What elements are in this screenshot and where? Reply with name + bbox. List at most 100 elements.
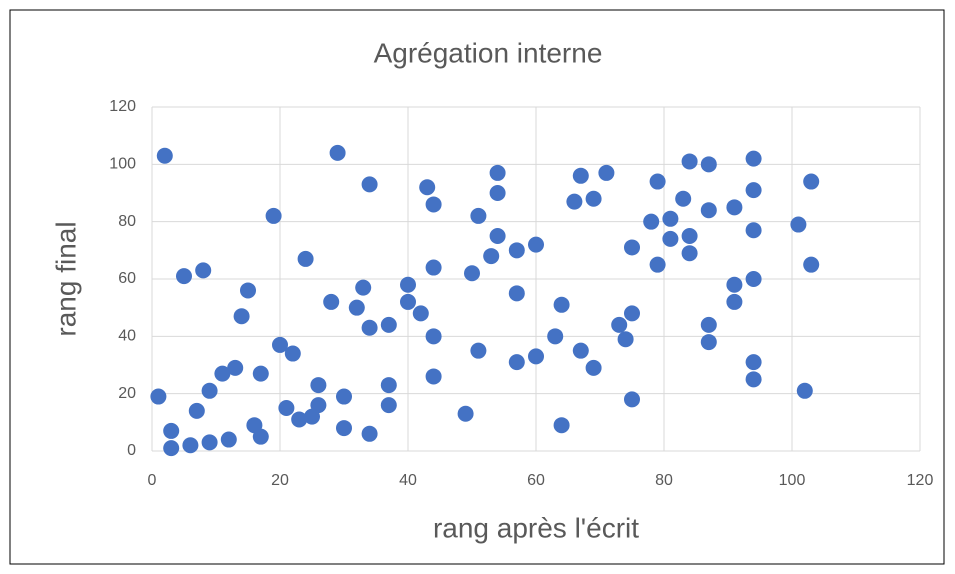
y-tick-label: 20	[118, 385, 136, 402]
point	[240, 282, 256, 299]
point	[611, 316, 628, 333]
point	[662, 230, 679, 247]
point	[572, 342, 589, 359]
point	[163, 440, 180, 457]
point	[803, 256, 820, 273]
point	[649, 256, 666, 273]
point	[745, 182, 762, 199]
point	[201, 434, 218, 451]
point	[726, 199, 743, 216]
point	[380, 316, 397, 333]
point	[419, 179, 436, 196]
point	[297, 250, 314, 267]
point	[227, 359, 244, 376]
point	[585, 190, 602, 207]
point	[323, 293, 340, 310]
point	[400, 293, 416, 310]
x-axis-label: rang après l'écrit	[433, 512, 639, 543]
point	[380, 397, 397, 414]
chart-border	[9, 9, 945, 565]
point	[726, 276, 743, 293]
x-tick-label: 80	[655, 472, 673, 489]
x-tick-label: 0	[148, 472, 157, 489]
point	[649, 173, 666, 190]
y-tick-label: 80	[118, 213, 136, 230]
point	[265, 207, 282, 224]
point	[355, 279, 372, 296]
point	[412, 305, 429, 322]
point	[284, 345, 301, 362]
point	[585, 359, 602, 376]
point	[252, 365, 269, 382]
point	[201, 382, 218, 399]
point	[425, 328, 442, 345]
point	[700, 202, 717, 219]
x-tick-label: 120	[907, 472, 934, 489]
point	[745, 222, 762, 239]
point	[700, 334, 717, 351]
point	[163, 422, 180, 439]
point	[624, 305, 640, 322]
y-tick-label: 40	[118, 328, 136, 345]
point	[425, 368, 442, 385]
y-axis-label: rang final	[50, 221, 81, 336]
point	[598, 164, 615, 181]
point	[361, 425, 378, 442]
point	[675, 190, 692, 207]
x-tick-label: 40	[399, 472, 417, 489]
point	[470, 207, 487, 224]
point	[508, 354, 525, 371]
point	[489, 228, 506, 244]
point	[624, 391, 640, 408]
y-tick-label: 60	[118, 270, 136, 287]
point	[745, 354, 762, 371]
point	[195, 262, 212, 279]
point	[681, 228, 698, 244]
chart-title: Agrégation interne	[374, 37, 603, 68]
point	[336, 388, 352, 405]
point	[745, 150, 762, 167]
point	[553, 417, 570, 434]
point	[624, 239, 640, 256]
point	[291, 411, 308, 428]
point	[464, 265, 480, 282]
point	[700, 316, 717, 333]
point	[150, 388, 167, 405]
x-tick-label: 20	[271, 472, 289, 489]
y-tick-label: 100	[109, 156, 136, 173]
point	[796, 382, 813, 399]
point	[572, 167, 589, 184]
point	[425, 259, 442, 276]
point	[400, 276, 416, 293]
point	[176, 268, 192, 285]
point	[745, 271, 762, 287]
point	[508, 242, 525, 259]
y-tick-label: 0	[127, 442, 136, 459]
point	[681, 245, 698, 262]
point	[310, 397, 327, 414]
point	[457, 405, 474, 422]
point	[489, 185, 506, 201]
x-tick-label: 100	[779, 472, 806, 489]
point	[470, 342, 487, 359]
point	[329, 144, 346, 161]
y-tick-label: 120	[109, 98, 136, 115]
point	[252, 428, 269, 445]
point	[508, 285, 525, 302]
point	[220, 431, 237, 448]
point	[489, 164, 506, 181]
point	[726, 293, 743, 310]
point	[700, 156, 717, 173]
point	[214, 365, 231, 382]
point	[803, 173, 820, 190]
point	[528, 236, 544, 253]
point	[361, 319, 378, 336]
point	[547, 328, 564, 345]
point	[272, 336, 288, 353]
point	[156, 147, 173, 164]
point	[566, 193, 583, 210]
point	[361, 176, 378, 193]
point	[425, 196, 442, 213]
